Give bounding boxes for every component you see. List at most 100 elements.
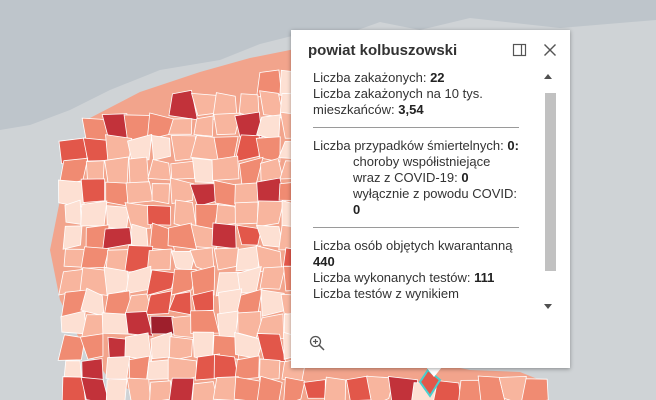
district-region[interactable] [80, 246, 110, 269]
district-region[interactable] [124, 332, 153, 362]
district-region[interactable] [256, 200, 284, 228]
covid-only-deaths: wyłącznie z powodu COVID: 0 [313, 186, 519, 218]
covid-only-label: wyłącznie z powodu COVID: [353, 186, 518, 201]
scroll-up-icon[interactable] [544, 74, 552, 79]
infection-section: Liczba zakażonych: 22 Liczba zakażonych … [313, 70, 519, 118]
district-region[interactable] [106, 205, 131, 230]
tests-count: Liczba wykonanych testów: 111 [313, 270, 519, 286]
district-region[interactable] [168, 336, 193, 362]
dock-side-icon[interactable] [512, 42, 528, 58]
quarantine-value: 440 [313, 254, 335, 269]
district-region[interactable] [151, 183, 171, 205]
close-icon[interactable] [542, 42, 558, 58]
district-region[interactable] [80, 178, 106, 203]
district-region[interactable] [194, 353, 220, 381]
district-region[interactable] [168, 118, 193, 135]
zoom-to-icon[interactable] [308, 334, 326, 352]
district-region[interactable] [477, 375, 506, 400]
district-region[interactable] [170, 268, 197, 296]
district-region[interactable] [255, 136, 281, 163]
district-region[interactable] [79, 333, 104, 360]
district-region[interactable] [233, 376, 265, 400]
district-region[interactable] [190, 265, 216, 296]
popup-title: powiat kolbuszowski [308, 42, 458, 59]
district-region[interactable] [61, 376, 86, 400]
district-region[interactable] [124, 202, 152, 230]
district-region[interactable] [498, 375, 527, 400]
district-region[interactable] [433, 380, 462, 400]
district-region[interactable] [303, 379, 326, 399]
district-region[interactable] [213, 247, 239, 271]
tests-label: Liczba wykonanych testów: [313, 270, 475, 285]
district-region[interactable] [145, 290, 173, 316]
district-region[interactable] [323, 376, 347, 400]
deaths-count: Liczba przypadków śmiertelnych: 0: [313, 138, 519, 153]
info-popup: powiat kolbuszowski Liczba zakażonych: 2… [291, 30, 570, 368]
district-region[interactable] [283, 376, 306, 400]
district-region[interactable] [236, 224, 262, 246]
scrollbar-thumb[interactable] [545, 93, 556, 271]
divider [313, 127, 519, 128]
district-region[interactable] [81, 358, 104, 381]
district-region[interactable] [213, 112, 241, 136]
district-region[interactable] [213, 354, 239, 379]
district-region[interactable] [62, 225, 83, 250]
district-region[interactable] [190, 223, 217, 249]
district-region[interactable] [458, 379, 483, 400]
deaths-label: Liczba przypadków śmiertelnych: [313, 138, 508, 153]
quarantine-label: Liczba osób objętych kwarantanną [313, 238, 513, 253]
district-region[interactable] [104, 156, 129, 186]
infected-value: 22 [430, 70, 445, 85]
district-region[interactable] [256, 375, 283, 400]
district-region[interactable] [125, 311, 154, 337]
infected-per-10k-value: 3,54 [398, 102, 424, 117]
positive-tests-label: Liczba testów z wynikiem [313, 286, 459, 301]
district-region[interactable] [80, 376, 109, 400]
district-region[interactable] [168, 377, 195, 400]
district-region[interactable] [150, 134, 171, 161]
district-region[interactable] [57, 334, 86, 361]
district-region[interactable] [259, 266, 286, 290]
district-region[interactable] [127, 133, 153, 162]
district-region[interactable] [126, 377, 151, 400]
district-region[interactable] [234, 134, 260, 163]
popup-content[interactable]: Liczba zakażonych: 22 Liczba zakażonych … [291, 70, 570, 320]
district-region[interactable] [128, 156, 150, 186]
popup-pointer [426, 367, 442, 377]
district-region[interactable] [80, 200, 108, 227]
infected-label: Liczba zakażonych: [313, 70, 431, 85]
district-region[interactable] [170, 160, 197, 180]
quarantine-count: Liczba osób objętych kwarantanną 440 [313, 238, 519, 270]
district-region[interactable] [146, 269, 177, 296]
baltic-sea [0, 0, 656, 130]
district-region[interactable] [169, 177, 195, 205]
district-region[interactable] [259, 358, 281, 381]
infected-per-10k: Liczba zakażonych na 10 tys. mieszkańców… [313, 86, 519, 118]
district-region[interactable] [212, 376, 240, 400]
district-region[interactable] [234, 201, 259, 225]
infected-per-10k-label: Liczba zakażonych na 10 tys. mieszkańców… [313, 86, 483, 117]
district-region[interactable] [63, 360, 82, 378]
district-region[interactable] [146, 204, 172, 226]
district-region[interactable] [125, 181, 154, 204]
district-region[interactable] [211, 222, 237, 250]
district-region[interactable] [234, 355, 260, 381]
comorbidity-label: choroby współistniejące wraz z COVID-19: [353, 154, 491, 185]
district-region[interactable] [146, 359, 172, 380]
district-region[interactable] [105, 356, 131, 379]
district-region[interactable] [366, 375, 395, 400]
district-region[interactable] [149, 380, 173, 400]
scroll-down-icon[interactable] [544, 304, 552, 309]
comorbidity-deaths: choroby współistniejące wraz z COVID-19:… [313, 154, 519, 186]
deaths-value: 0 [507, 138, 515, 153]
district-region[interactable] [146, 248, 172, 271]
district-region[interactable] [521, 378, 549, 400]
quarantine-section: Liczba osób objętych kwarantanną 440 Lic… [313, 238, 519, 302]
district-region[interactable] [191, 381, 218, 400]
divider [313, 227, 519, 228]
district-region[interactable] [82, 137, 110, 162]
district-region[interactable] [105, 378, 128, 400]
district-region[interactable] [387, 376, 419, 400]
district-region[interactable] [193, 115, 214, 137]
district-region[interactable] [211, 155, 240, 181]
